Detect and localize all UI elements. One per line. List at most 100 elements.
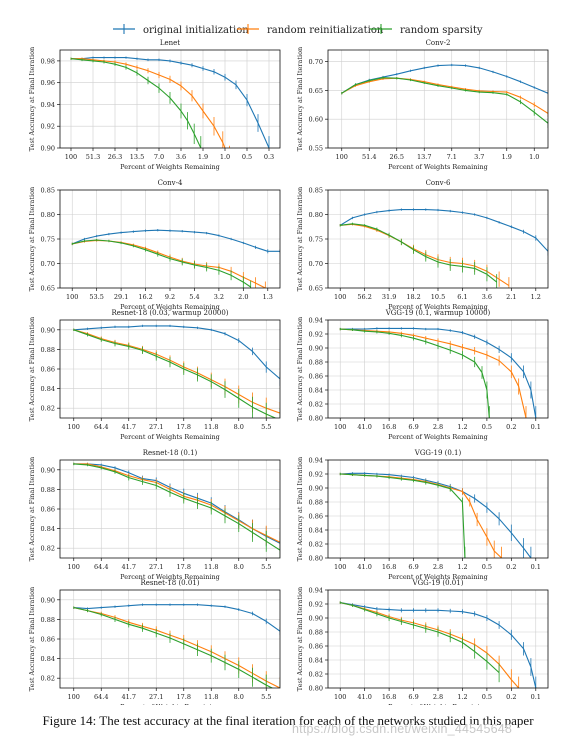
x-axis-label: Percent of Weights Remaining xyxy=(388,163,488,171)
series-group xyxy=(341,63,548,128)
x-tick-label: 16.8 xyxy=(382,693,396,701)
chart-title: VGG-19 (0.1, warmup 10000) xyxy=(385,309,491,317)
x-tick-label: 11.8 xyxy=(204,423,218,431)
y-tick-label: 0.70 xyxy=(309,58,323,66)
x-tick-label: 9.2 xyxy=(165,293,175,301)
chart-panel: Conv-4 0.65 0.70 0.75 0.80 0.85 100 53.5 29.1 16.… xyxy=(28,179,281,311)
y-tick-label: 0.92 xyxy=(41,123,55,131)
y-tick-label: 0.80 xyxy=(309,555,323,563)
x-axis-label: Percent of Weights Remaining xyxy=(120,703,220,705)
y-tick-label: 0.80 xyxy=(41,211,55,219)
y-axis-label: Test Accuracy at Final Iteration xyxy=(296,187,304,291)
x-axis-label: Percent of Weights Remaining xyxy=(388,703,488,705)
y-tick-label: 0.85 xyxy=(41,187,55,195)
series-group xyxy=(339,327,537,418)
chart-title: VGG-19 (0.1) xyxy=(414,449,462,457)
x-tick-label: 0.2 xyxy=(506,423,516,431)
y-tick-label: 0.65 xyxy=(41,285,55,293)
series-line xyxy=(73,463,280,551)
x-tick-label: 6.9 xyxy=(408,563,418,571)
y-tick-label: 0.60 xyxy=(309,116,323,124)
series-line xyxy=(340,223,498,283)
series-line xyxy=(73,463,280,544)
x-tick-label: 0.1 xyxy=(531,563,541,571)
x-tick-label: 6.9 xyxy=(408,693,418,701)
x-tick-label: 1.2 xyxy=(457,693,467,701)
series-line xyxy=(71,229,280,252)
x-tick-label: 100 xyxy=(336,153,348,161)
y-tick-label: 0.86 xyxy=(41,506,55,514)
series-line xyxy=(340,602,537,688)
y-tick-label: 0.70 xyxy=(41,260,55,268)
x-tick-label: 100 xyxy=(334,423,346,431)
y-tick-label: 0.75 xyxy=(309,236,323,244)
x-tick-label: 6.9 xyxy=(408,423,418,431)
x-tick-label: 13.5 xyxy=(130,153,144,161)
x-tick-label: 3.6 xyxy=(482,293,492,301)
x-tick-label: 3.2 xyxy=(214,293,224,301)
x-tick-label: 0.1 xyxy=(531,693,541,701)
y-tick-label: 0.70 xyxy=(309,260,323,268)
x-axis-label: Percent of Weights Remaining xyxy=(120,163,220,171)
x-tick-label: 56.2 xyxy=(357,293,371,301)
x-axis-label: Percent of Weights Remaining xyxy=(120,433,220,441)
y-tick-label: 0.92 xyxy=(309,331,323,339)
x-tick-label: 3.7 xyxy=(474,153,484,161)
figure: original initialization random reinitiali… xyxy=(28,24,549,705)
x-tick-label: 1.2 xyxy=(457,563,467,571)
x-tick-label: 0.5 xyxy=(482,563,492,571)
chart-panel: Conv-6 0.65 0.70 0.75 0.80 0.85 100 56.2 31.9 18.… xyxy=(296,179,549,311)
series-group xyxy=(339,472,532,558)
y-tick-label: 0.85 xyxy=(309,187,323,195)
y-axis-label: Test Accuracy at Final Iteration xyxy=(296,457,304,561)
x-tick-label: 1.3 xyxy=(263,293,273,301)
y-tick-label: 0.90 xyxy=(309,485,323,493)
x-axis-label: Percent of Weights Remaining xyxy=(388,573,488,581)
y-tick-label: 0.82 xyxy=(41,405,55,413)
y-tick-label: 0.96 xyxy=(41,79,55,87)
chart-title: Conv-2 xyxy=(426,39,451,47)
x-tick-label: 27.1 xyxy=(149,423,163,431)
chart-title: Conv-4 xyxy=(158,179,183,187)
x-tick-label: 29.1 xyxy=(114,293,128,301)
y-tick-label: 0.80 xyxy=(309,211,323,219)
x-tick-label: 13.7 xyxy=(417,153,431,161)
chart-title: Resnet-18 (0.03, warmup 20000) xyxy=(111,309,228,317)
chart-panel: Lenet 0.90 0.92 0.94 0.96 0.98 100 51.3 26.3 13.5… xyxy=(28,39,281,171)
x-tick-label: 6.1 xyxy=(457,293,467,301)
x-tick-label: 51.3 xyxy=(86,153,100,161)
y-tick-label: 0.82 xyxy=(41,675,55,683)
y-tick-label: 0.90 xyxy=(309,615,323,623)
x-tick-label: 17.8 xyxy=(177,563,191,571)
x-tick-label: 2.8 xyxy=(433,423,443,431)
x-tick-label: 100 xyxy=(66,293,78,301)
y-tick-label: 0.94 xyxy=(309,317,323,325)
y-tick-label: 0.88 xyxy=(41,346,55,354)
x-tick-label: 100 xyxy=(68,423,80,431)
y-tick-label: 0.86 xyxy=(41,636,55,644)
chart-title: Resnet-18 (0.1) xyxy=(143,449,198,457)
chart-title: VGG-19 (0.01) xyxy=(412,579,464,587)
x-axis-label: Percent of Weights Remaining xyxy=(120,573,220,581)
x-tick-label: 0.5 xyxy=(482,423,492,431)
series-line xyxy=(340,328,527,418)
x-tick-label: 64.4 xyxy=(94,423,108,431)
y-tick-label: 0.86 xyxy=(309,643,323,651)
x-tick-label: 100 xyxy=(65,153,77,161)
y-tick-label: 0.90 xyxy=(41,596,55,604)
y-axis-label: Test Accuracy at Final Iteration xyxy=(296,317,304,421)
x-tick-label: 64.4 xyxy=(94,693,108,701)
series-line xyxy=(73,607,274,688)
y-tick-label: 0.84 xyxy=(41,655,55,663)
x-tick-label: 41.0 xyxy=(357,693,371,701)
x-tick-label: 5.5 xyxy=(261,423,271,431)
series-group xyxy=(73,462,280,558)
y-tick-label: 0.65 xyxy=(309,87,323,95)
y-tick-label: 0.94 xyxy=(41,101,55,109)
chart-title: Lenet xyxy=(160,39,180,47)
series-group xyxy=(73,324,280,418)
x-tick-label: 27.1 xyxy=(149,693,163,701)
series-line xyxy=(73,329,280,414)
y-axis-label: Test Accuracy at Final Iteration xyxy=(296,47,304,151)
chart-panel: VGG-19 (0.1) 0.80 0.82 0.84 0.86 0.88 0.90 0.92… xyxy=(296,449,549,581)
